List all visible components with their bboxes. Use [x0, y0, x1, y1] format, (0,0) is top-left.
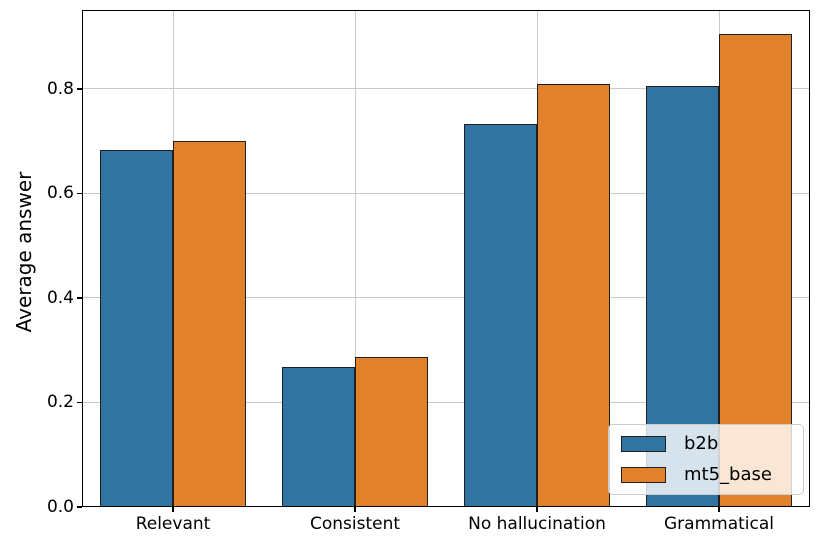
- y-tick-mark: [77, 192, 82, 195]
- legend-label-mt5-base: mt5_base: [684, 464, 772, 485]
- gridline-horizontal: [82, 297, 810, 299]
- y-tick-label: 0.6: [46, 183, 74, 204]
- y-tick-mark: [77, 401, 82, 404]
- y-tick-mark: [77, 297, 82, 299]
- y-tick-mark: [77, 506, 82, 508]
- bar-b2b-consistent: [282, 366, 355, 507]
- y-tick-mark: [77, 88, 82, 90]
- legend-entry-b2b: b2b: [621, 433, 791, 455]
- bar-mt5-base-consistent: [355, 357, 428, 507]
- y-tick-label: 0.4: [46, 287, 74, 308]
- gridline-horizontal: [82, 88, 810, 90]
- y-tick-label: 0.0: [46, 497, 74, 517]
- legend-swatch-mt5-base: [621, 467, 666, 483]
- x-tick-label-no-hallucination: No hallucination: [468, 514, 606, 534]
- x-tick-mark: [354, 507, 356, 512]
- bar-b2b-no-hallucination: [464, 124, 537, 507]
- gridline-horizontal: [82, 192, 810, 194]
- x-tick-mark: [718, 507, 720, 512]
- x-tick-mark: [536, 507, 538, 512]
- legend-swatch-b2b: [621, 436, 666, 452]
- y-tick-label: 0.8: [46, 78, 74, 99]
- x-tick-label-relevant: Relevant: [135, 514, 211, 534]
- x-tick-label-consistent: Consistent: [309, 514, 401, 534]
- x-tick-label-grammatical: Grammatical: [664, 514, 774, 534]
- bar-mt5-base-no-hallucination: [537, 83, 610, 507]
- legend-entry-mt5-base: mt5_base: [621, 464, 791, 486]
- gridline-horizontal: [82, 401, 810, 403]
- legend: b2b mt5_base: [608, 424, 804, 495]
- legend-label-b2b: b2b: [684, 433, 719, 454]
- gridline-vertical: [354, 10, 356, 507]
- y-axis-label: Average answer: [12, 171, 36, 333]
- bar-mt5-base-relevant: [173, 141, 246, 507]
- x-tick-mark: [172, 507, 174, 512]
- bar-b2b-relevant: [100, 150, 173, 507]
- y-tick-label: 0.2: [46, 392, 74, 413]
